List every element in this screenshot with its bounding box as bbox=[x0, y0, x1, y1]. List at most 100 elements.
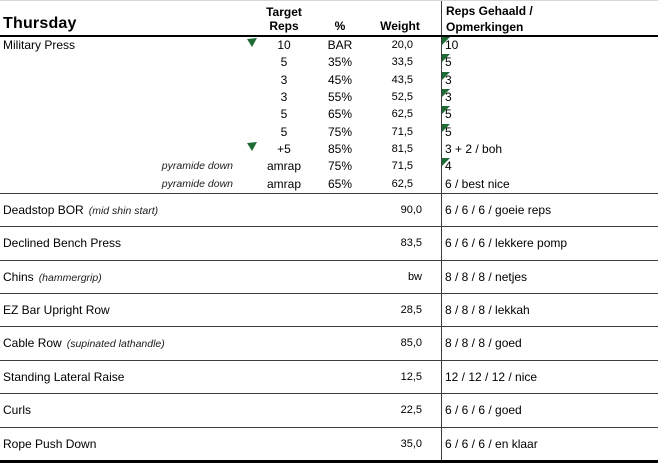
exercise-name-cell[interactable]: Cable Row (supinated lathandle) bbox=[3, 327, 165, 360]
result-cell[interactable]: 8 / 8 / 8 / goed bbox=[445, 336, 522, 351]
results-header-line2: Opmerkingen bbox=[446, 20, 524, 34]
set-note-cell[interactable]: pyramide down bbox=[161, 160, 233, 173]
weight-column-header[interactable]: Weight bbox=[380, 19, 420, 33]
result-cell[interactable]: 6 / 6 / 6 / goed bbox=[445, 403, 522, 418]
set-row: pyramide down amrap 65% 62,5 6 / best ni… bbox=[0, 176, 658, 193]
weight-cell[interactable]: 71,5 bbox=[391, 125, 413, 138]
percent-cell[interactable]: 65% bbox=[327, 107, 353, 122]
day-title-cell[interactable]: Thursday bbox=[3, 15, 77, 32]
target-reps-cell[interactable]: 5 bbox=[280, 55, 288, 70]
exercise-row: Declined Bench Press 83,5 6 / 6 / 6 / le… bbox=[0, 226, 658, 259]
exercise-name-cell[interactable]: Curls bbox=[3, 394, 36, 427]
result-cell[interactable]: 5 bbox=[445, 55, 452, 70]
weight-cell[interactable]: 85,0 bbox=[400, 337, 422, 350]
percent-cell[interactable]: 45% bbox=[327, 72, 353, 87]
set-row: 3 45% 43,5 3 bbox=[0, 71, 658, 89]
exercise-row: EZ Bar Upright Row 28,5 8 / 8 / 8 / lekk… bbox=[0, 293, 658, 326]
exercise-name: Deadstop BOR bbox=[3, 202, 84, 217]
exercise-name: EZ Bar Upright Row bbox=[3, 303, 110, 318]
weight-cell[interactable]: 81,5 bbox=[391, 142, 413, 155]
exercise-name-cell[interactable]: Declined Bench Press bbox=[3, 227, 126, 260]
weight-cell[interactable]: 62,5 bbox=[391, 108, 413, 121]
exercise-note: (hammergrip) bbox=[38, 271, 102, 284]
weight-cell[interactable]: 35,0 bbox=[400, 437, 422, 450]
set-row: 5 75% 71,5 5 bbox=[0, 123, 658, 141]
result-cell[interactable]: 4 bbox=[445, 159, 452, 174]
set-row: +5 85% 81,5 3 + 2 / boh bbox=[0, 141, 658, 158]
weight-cell[interactable]: bw bbox=[407, 270, 422, 283]
result-cell[interactable]: 8 / 8 / 8 / lekkah bbox=[445, 303, 530, 318]
result-cell[interactable]: 5 bbox=[445, 124, 452, 139]
target-reps-header-line2: Reps bbox=[269, 19, 299, 33]
weight-cell[interactable]: 33,5 bbox=[391, 56, 413, 69]
target-reps-cell[interactable]: +5 bbox=[277, 141, 291, 156]
exercise-name-cell[interactable]: Deadstop BOR (mid shin start) bbox=[3, 194, 158, 227]
set-row: 5 35% 33,5 5 bbox=[0, 54, 658, 71]
percent-cell[interactable]: 35% bbox=[327, 55, 353, 70]
rep-flag-icon bbox=[247, 38, 257, 47]
exercise-name-cell[interactable]: EZ Bar Upright Row bbox=[3, 294, 115, 327]
target-reps-cell[interactable]: 5 bbox=[280, 124, 288, 139]
percent-cell[interactable]: 85% bbox=[327, 141, 353, 156]
result-cell[interactable]: 5 bbox=[445, 107, 452, 122]
exercise-name[interactable]: Military Press bbox=[3, 38, 76, 52]
weight-cell[interactable]: 43,5 bbox=[391, 73, 413, 86]
exercise-note: (supinated lathandle) bbox=[66, 338, 165, 351]
result-flag-icon bbox=[442, 54, 450, 63]
rep-flag-icon bbox=[247, 141, 257, 151]
exercise-name-cell[interactable]: Standing Lateral Raise bbox=[3, 361, 129, 394]
results-column-header[interactable]: Reps Gehaald / Opmerkingen bbox=[446, 3, 533, 35]
weight-cell[interactable]: 52,5 bbox=[391, 90, 413, 103]
result-flag-icon bbox=[442, 37, 450, 45]
accessory-rows: Deadstop BOR (mid shin start) 90,0 6 / 6 … bbox=[0, 192, 658, 460]
result-cell[interactable]: 6 / best nice bbox=[445, 176, 510, 191]
weight-cell[interactable]: 83,5 bbox=[400, 237, 422, 250]
result-cell[interactable]: 12 / 12 / 12 / nice bbox=[445, 369, 538, 384]
target-reps-cell[interactable]: amrap bbox=[266, 159, 301, 174]
weight-cell[interactable]: 22,5 bbox=[400, 404, 422, 417]
target-reps-cell[interactable]: amrap bbox=[266, 176, 301, 191]
exercise-row: Standing Lateral Raise 12,5 12 / 12 / 12… bbox=[0, 359, 658, 394]
exercise-row: Rope Push Down 35,0 6 / 6 / 6 / en klaar bbox=[0, 426, 658, 460]
set-row: 3 55% 52,5 3 bbox=[0, 88, 658, 106]
result-cell[interactable]: 3 + 2 / boh bbox=[445, 141, 503, 156]
result-cell[interactable]: 6 / 6 / 6 / goeie reps bbox=[445, 202, 552, 217]
target-reps-column-header[interactable]: Target Reps bbox=[248, 5, 320, 33]
result-cell[interactable]: 8 / 8 / 8 / netjes bbox=[445, 269, 528, 284]
percent-cell[interactable]: 75% bbox=[327, 124, 353, 139]
target-reps-cell[interactable]: 10 bbox=[277, 38, 291, 52]
set-row: 5 65% 62,5 5 bbox=[0, 106, 658, 123]
result-cell[interactable]: 6 / 6 / 6 / lekkere pomp bbox=[445, 236, 568, 251]
exercise-row: Deadstop BOR (mid shin start) 90,0 6 / 6 … bbox=[0, 192, 658, 227]
percent-cell[interactable]: 55% bbox=[327, 89, 353, 104]
target-reps-cell[interactable]: 5 bbox=[280, 107, 288, 122]
exercise-name: Chins bbox=[3, 269, 34, 284]
set-note-cell[interactable]: pyramide down bbox=[161, 177, 233, 190]
results-header-line1: Reps Gehaald / bbox=[446, 4, 533, 18]
weight-cell[interactable]: 71,5 bbox=[391, 160, 413, 173]
target-reps-cell[interactable]: 3 bbox=[280, 72, 288, 87]
weight-cell[interactable]: 20,0 bbox=[391, 39, 413, 51]
result-flag-icon bbox=[442, 123, 450, 132]
exercise-name: Cable Row bbox=[3, 336, 62, 351]
result-cell[interactable]: 3 bbox=[445, 89, 452, 104]
weight-cell[interactable]: 12,5 bbox=[400, 370, 422, 383]
exercise-row: Curls 22,5 6 / 6 / 6 / goed bbox=[0, 393, 658, 426]
result-cell[interactable]: 6 / 6 / 6 / en klaar bbox=[445, 436, 538, 451]
exercise-name-cell[interactable]: Rope Push Down bbox=[3, 428, 101, 460]
target-reps-cell[interactable]: 3 bbox=[280, 89, 288, 104]
weight-cell[interactable]: 62,5 bbox=[391, 177, 413, 190]
results-column-divider bbox=[441, 1, 442, 460]
percent-cell[interactable]: 65% bbox=[327, 176, 353, 191]
result-flag-icon bbox=[442, 158, 450, 167]
percent-cell[interactable]: 75% bbox=[327, 159, 353, 174]
weight-cell[interactable]: 90,0 bbox=[400, 203, 422, 216]
percent-cell[interactable]: BAR bbox=[327, 38, 353, 52]
exercise-name: Declined Bench Press bbox=[3, 236, 122, 251]
result-cell[interactable]: 10 bbox=[445, 38, 459, 52]
result-cell[interactable]: 3 bbox=[445, 72, 452, 87]
exercise-name-cell[interactable]: Chins (hammergrip) bbox=[3, 261, 102, 294]
percent-column-header[interactable]: % bbox=[334, 19, 346, 33]
set-row: pyramide down amrap 75% 71,5 4 bbox=[0, 158, 658, 175]
weight-cell[interactable]: 28,5 bbox=[400, 304, 422, 317]
